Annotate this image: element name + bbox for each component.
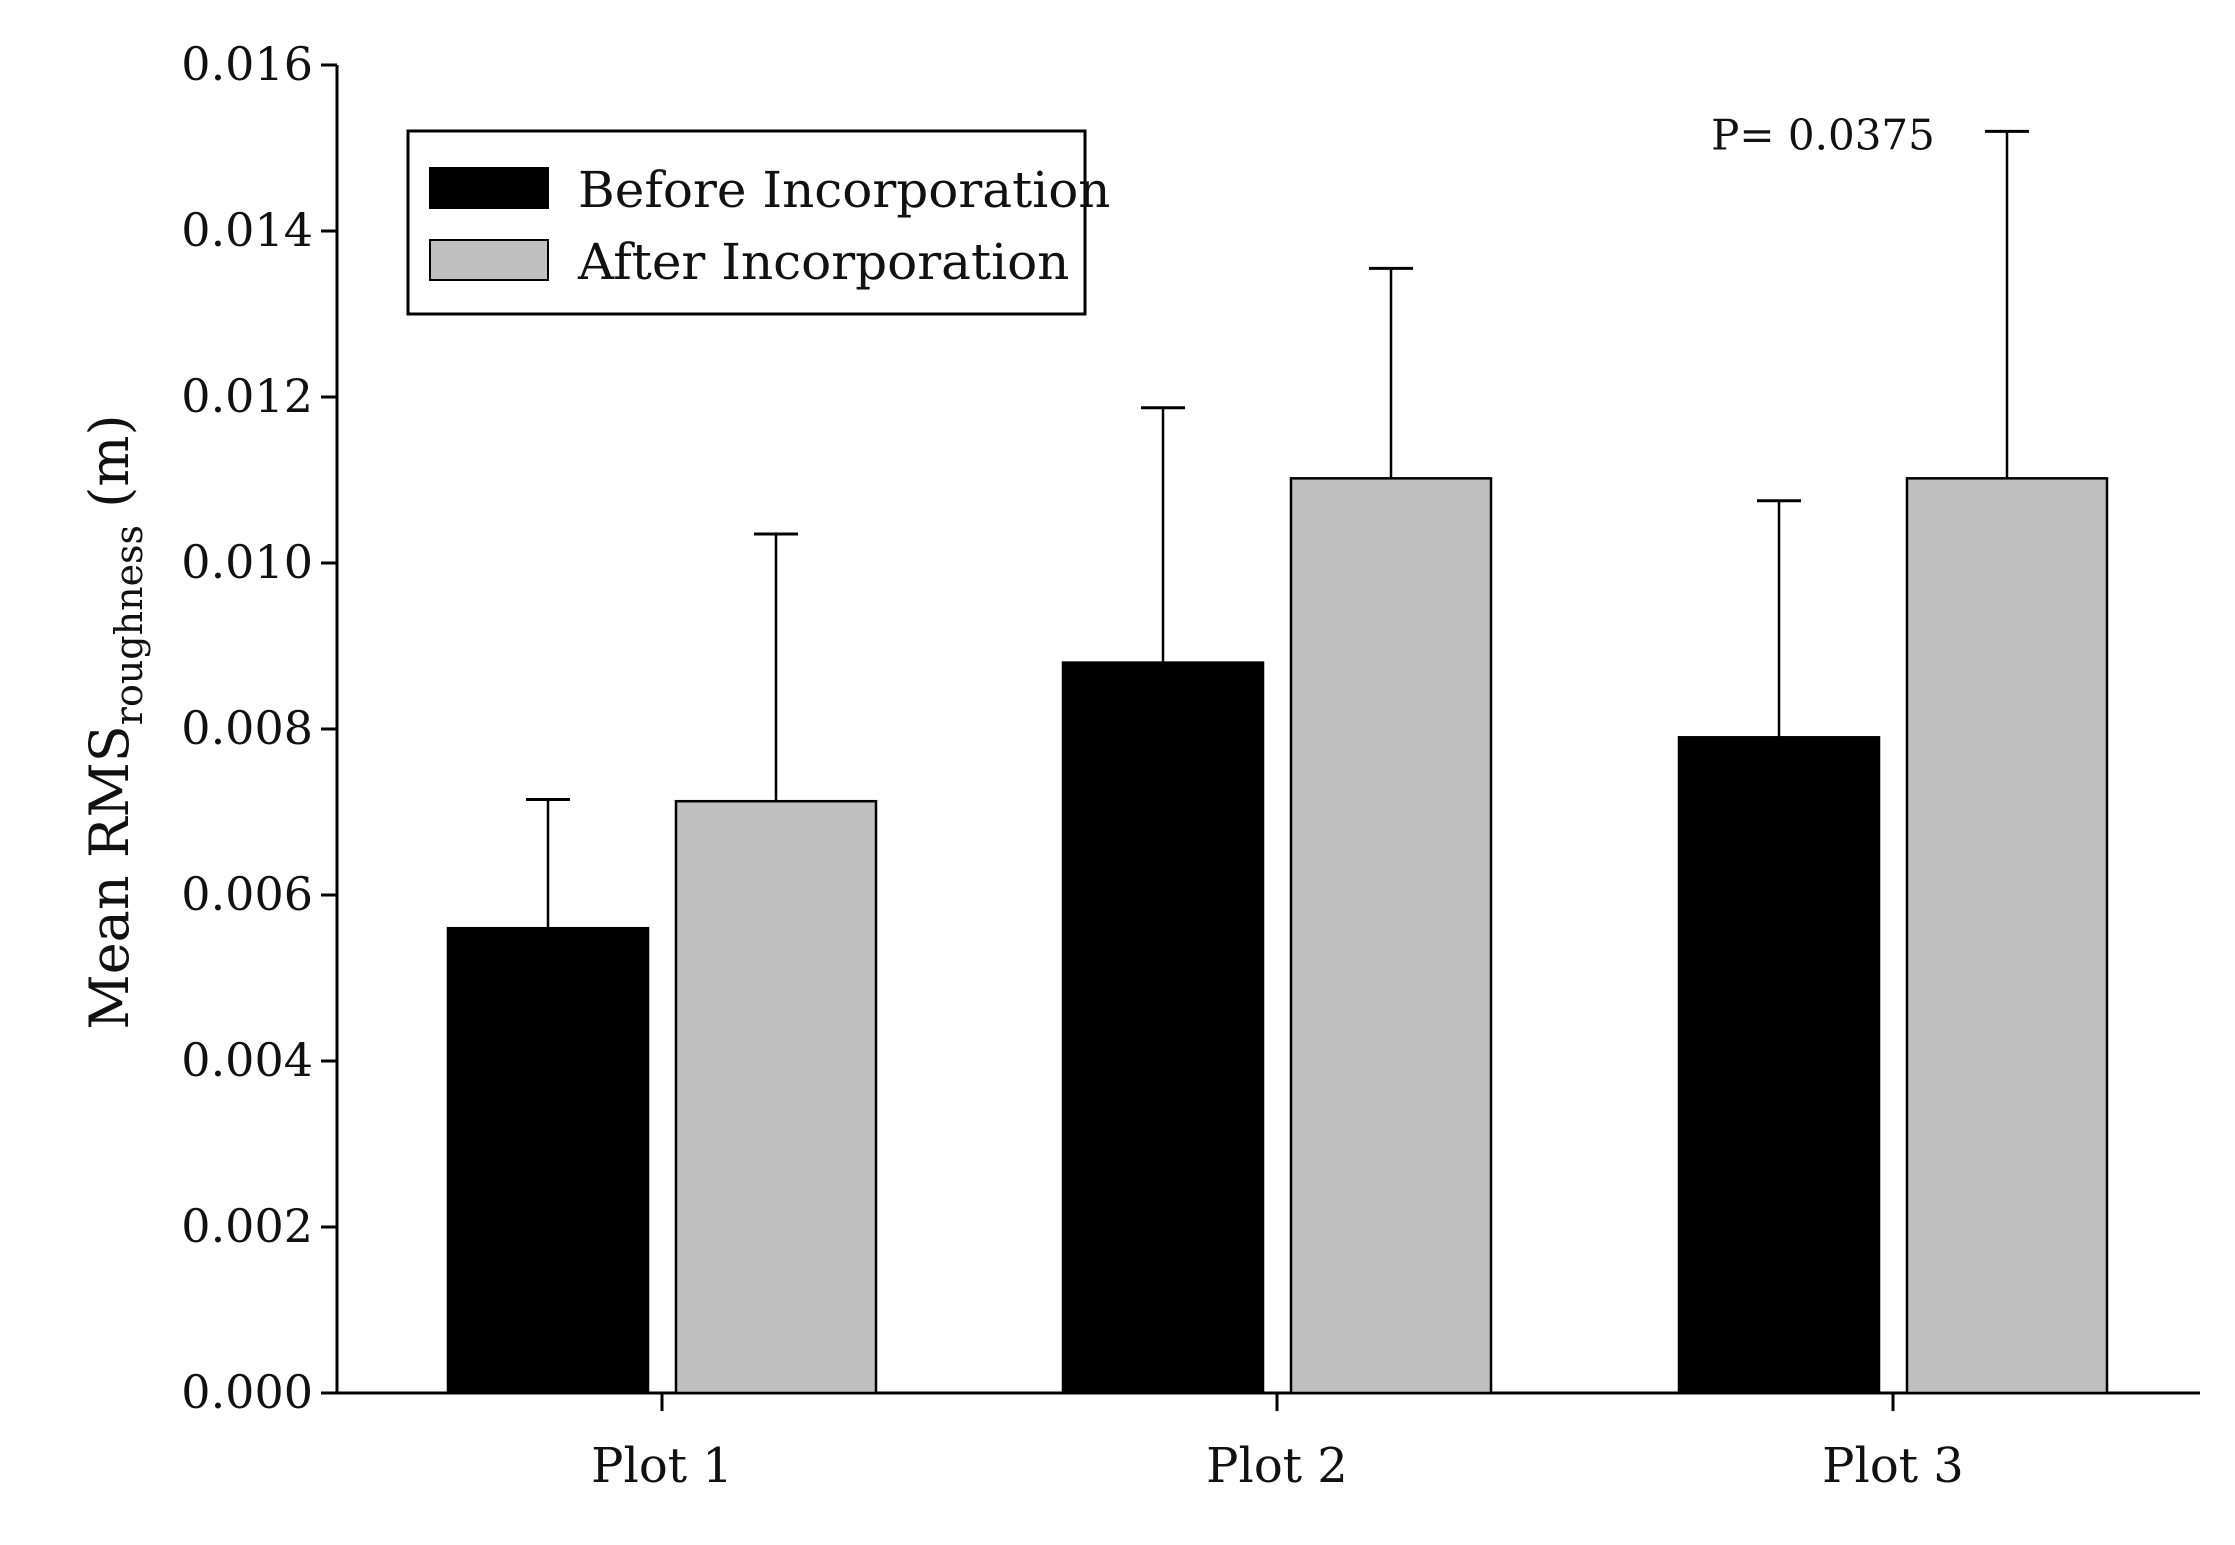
y-tick-label: 0.010 <box>181 535 313 589</box>
y-tick-label: 0.002 <box>181 1199 313 1253</box>
y-tick-label: 0.006 <box>181 867 313 921</box>
legend-swatch-before <box>429 167 549 209</box>
y-axis-label-suffix: (m) <box>78 414 141 525</box>
x-tick-label: Plot 3 <box>1822 1438 1964 1494</box>
legend-label-after: After Incorporation <box>577 233 1069 291</box>
bar-after <box>1289 477 1493 1395</box>
y-tick-label: 0.014 <box>181 203 313 257</box>
legend-box <box>406 129 1087 316</box>
bar-after <box>1905 477 2109 1395</box>
y-axis-label-subscript: roughness <box>107 525 151 725</box>
x-tick-label: Plot 1 <box>591 1438 733 1494</box>
y-tick-label: 0.000 <box>181 1365 313 1419</box>
legend: Before Incorporation After Incorporation <box>406 129 1111 316</box>
p-value-annotation: P= 0.0375 <box>1711 110 1935 159</box>
bar-before <box>1677 736 1881 1395</box>
legend-swatch-after <box>429 239 549 281</box>
y-tick-label: 0.012 <box>181 369 313 423</box>
y-tick-label: 0.004 <box>181 1033 313 1087</box>
bar-before <box>446 926 650 1395</box>
legend-label-before: Before Incorporation <box>578 161 1111 219</box>
bar-after <box>674 799 878 1395</box>
y-tick-label: 0.016 <box>181 37 313 91</box>
x-tick-label: Plot 2 <box>1206 1438 1348 1494</box>
bar-before <box>1061 661 1265 1395</box>
y-axis-label-prefix: Mean RMS <box>78 725 141 1029</box>
y-axis-label: Mean RMSroughness (m) <box>78 414 151 1029</box>
y-tick-label: 0.008 <box>181 701 313 755</box>
plot-area: 0.000 0.002 0.004 0.006 0.008 0.010 0.012 0.014… <box>181 37 2200 1494</box>
